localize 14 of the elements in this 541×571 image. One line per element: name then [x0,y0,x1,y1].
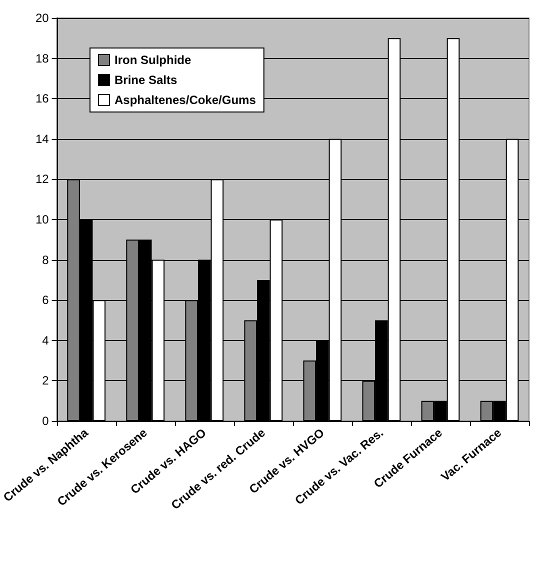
y-tick-label: 16 [35,92,50,106]
y-tick-label: 18 [35,51,50,66]
y-tick-label: 8 [42,252,50,267]
y-tick-label: 0 [42,414,50,428]
legend-label: Iron Sulphide [114,53,192,67]
legend-label: Asphaltenes/Coke/Gums [114,93,256,107]
y-tick-label: 20 [35,11,50,25]
y-tick-label: 6 [42,293,50,308]
y-tick-label: 10 [35,212,50,226]
y-tick-label: 2 [42,374,50,388]
y-tick-label: 14 [35,132,50,146]
legend-label: Brine Salts [114,73,178,87]
y-tick-label: 12 [35,172,50,186]
y-tick-label: 4 [42,333,50,348]
